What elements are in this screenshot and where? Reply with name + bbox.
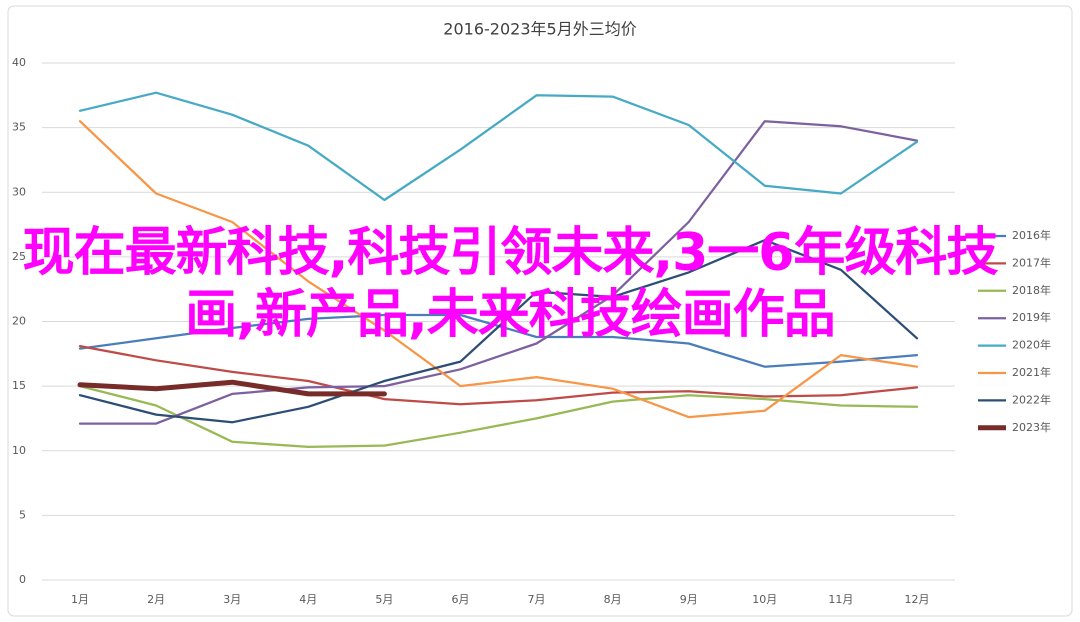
x-tick-label: 6月 <box>451 593 469 606</box>
y-tick-label: 0 <box>19 573 26 586</box>
series-line <box>77 379 387 397</box>
y-tick-label: 20 <box>12 315 26 328</box>
x-tick-label: 1月 <box>71 593 89 606</box>
series-line <box>78 238 919 424</box>
overlay-text: 现在最新科技,科技引领未来,3一6年级科技画,新产品,未来科技绘画作品 <box>22 223 999 345</box>
x-tick-label: 12月 <box>904 593 929 606</box>
legend-label: 2020年 <box>1012 338 1051 352</box>
y-tick-label: 15 <box>12 379 26 392</box>
legend-label: 2018年 <box>1012 283 1051 297</box>
x-tick-label: 5月 <box>375 593 393 606</box>
series-line <box>78 344 919 406</box>
x-tick-label: 3月 <box>223 593 241 606</box>
legend-label: 2023年 <box>1012 420 1051 434</box>
x-tick-label: 8月 <box>604 593 622 606</box>
y-tick-label: 40 <box>12 56 26 69</box>
y-tick-label: 30 <box>12 185 26 198</box>
x-tick-label: 10月 <box>752 593 777 606</box>
x-tick-label: 7月 <box>528 593 546 606</box>
series-line <box>78 120 919 425</box>
y-tick-label: 35 <box>12 121 26 134</box>
legend-label: 2021年 <box>1012 365 1051 379</box>
series-line <box>78 91 919 202</box>
y-tick-label: 5 <box>19 508 26 521</box>
chart-title: 2016-2023年5月外三均价 <box>443 20 636 39</box>
legend-label: 2017年 <box>1012 255 1051 269</box>
x-tick-label: 9月 <box>680 593 698 606</box>
y-tick-label: 10 <box>12 444 26 457</box>
y-tick-label: 25 <box>12 250 26 263</box>
x-tick-label: 4月 <box>299 593 317 606</box>
legend-label: 2016年 <box>1012 228 1051 242</box>
x-tick-label: 2月 <box>147 593 165 606</box>
legend-label: 2019年 <box>1012 310 1051 324</box>
series-line <box>78 120 919 419</box>
chart-frame <box>7 5 1073 617</box>
legend-label: 2022年 <box>1012 392 1051 406</box>
x-tick-label: 11月 <box>828 593 853 606</box>
